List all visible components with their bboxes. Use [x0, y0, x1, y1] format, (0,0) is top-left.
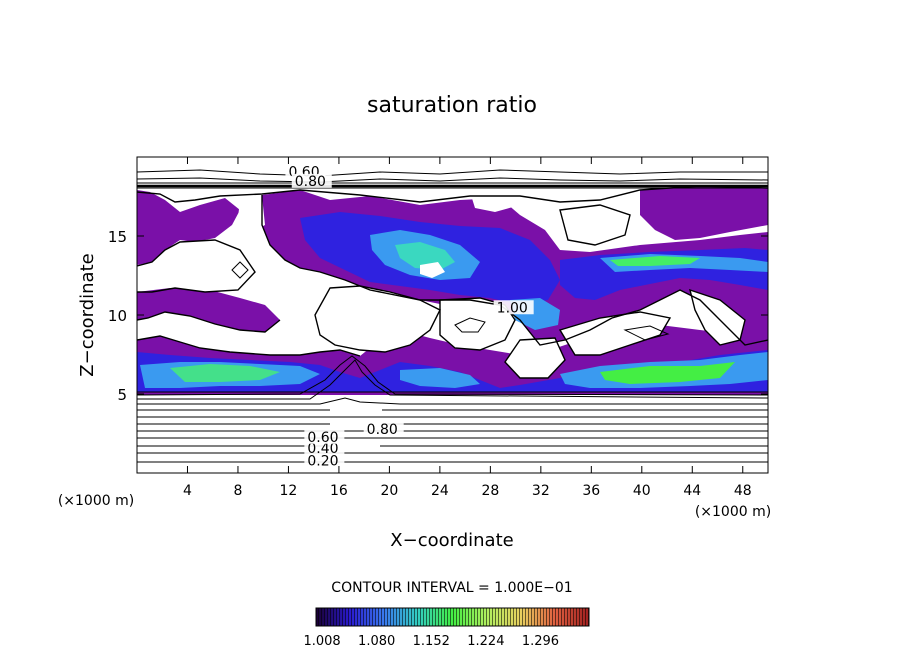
contour-line	[137, 169, 768, 177]
contour-line	[623, 325, 670, 341]
x-tick-label: 24	[431, 483, 449, 499]
field-gap	[315, 286, 440, 352]
contour-label-bg	[363, 421, 404, 436]
contour-label: 0.40	[307, 441, 338, 457]
contour-line	[137, 311, 281, 333]
x-tick-label: 32	[532, 483, 550, 499]
contour-line	[559, 204, 631, 246]
colorbar-ticks: 1.008 1.080 1.152 1.224 1.296	[303, 634, 559, 649]
field-gap	[560, 205, 630, 245]
x-tick-label: 28	[481, 483, 499, 499]
contour-line	[314, 285, 441, 353]
y-axis-label: Z−coordinate	[77, 253, 98, 376]
contour-line	[558, 311, 672, 356]
colorbar-tick-label: 1.008	[303, 634, 340, 649]
contour-label-bg	[291, 173, 332, 188]
colorbar-tick-label: 1.296	[522, 634, 559, 649]
field-region	[395, 242, 455, 270]
chart-title: saturation ratio	[367, 93, 537, 118]
plot-area: 0.200.400.60 0.800.600.801.00	[137, 157, 768, 473]
field-gap	[155, 240, 255, 292]
x-tick-label: 36	[582, 483, 600, 499]
field-gap	[300, 328, 335, 352]
contour-line	[231, 261, 249, 279]
x-tick-label: 40	[633, 483, 651, 499]
field-region	[400, 368, 480, 388]
contour-line	[137, 397, 768, 405]
contour-line	[454, 317, 486, 333]
field-gap	[505, 338, 565, 378]
z-unit-label: (×1000 m)	[58, 493, 134, 509]
contour-line	[261, 195, 768, 346]
x-unit-label: (×1000 m)	[695, 504, 771, 520]
contour-line	[689, 288, 746, 346]
field-region	[640, 185, 768, 240]
x-tick-label: 4	[183, 483, 192, 499]
field-gap	[560, 312, 670, 355]
colorbar-frame	[315, 607, 590, 627]
field-region	[137, 190, 240, 265]
contour-label-bg	[304, 453, 345, 468]
field-region	[600, 362, 735, 384]
colorbar-stripes	[316, 608, 589, 626]
field-region	[170, 364, 280, 382]
y-ticks: 5 10 15	[108, 228, 768, 404]
x-tick-label: 16	[330, 483, 348, 499]
contour-line	[137, 335, 361, 357]
field-gap	[420, 262, 445, 278]
contour-line	[439, 297, 516, 351]
contour-label-bg	[304, 429, 345, 444]
x-tick-label: 44	[683, 483, 701, 499]
contour-line	[137, 239, 256, 293]
y-tick-label: 5	[117, 386, 127, 404]
field-region	[137, 288, 280, 332]
x-tick-label: 8	[233, 483, 242, 499]
contour-lines	[137, 169, 768, 463]
contour-interval-text: CONTOUR INTERVAL = 1.000E−01	[331, 580, 572, 596]
contour-line	[137, 355, 768, 396]
field-gap	[238, 196, 265, 232]
y-tick-label: 15	[108, 228, 127, 246]
contour-labels: 0.200.400.60 0.800.600.801.00	[285, 164, 534, 470]
contour-label: 0.20	[307, 454, 338, 470]
contour-label: 0.80	[367, 422, 398, 438]
x-ticks: 4 8 12 16 20 24 28 32 36 40 44 48	[183, 157, 752, 499]
contour-line	[137, 185, 768, 203]
field-region	[610, 256, 700, 266]
contour-label: 1.00	[497, 300, 528, 316]
contour-line	[137, 177, 768, 183]
colorbar-tick-label: 1.080	[358, 634, 395, 649]
x-tick-label: 48	[734, 483, 752, 499]
x-tick-label: 12	[280, 483, 298, 499]
contour-line	[504, 337, 566, 379]
colorbar-tick-label: 1.152	[413, 634, 450, 649]
colorbar-tick-label: 1.224	[467, 634, 504, 649]
contour-label-bg	[304, 440, 345, 455]
y-tick-label: 10	[108, 307, 127, 325]
contour-label: 0.80	[295, 174, 326, 190]
contour-label-bg	[493, 300, 534, 315]
x-axis-label: X−coordinate	[390, 530, 513, 551]
x-tick-label: 20	[380, 483, 398, 499]
contour-label: 0.60	[307, 430, 338, 446]
colorbar: 1.008 1.080 1.152 1.224 1.296	[303, 607, 590, 649]
